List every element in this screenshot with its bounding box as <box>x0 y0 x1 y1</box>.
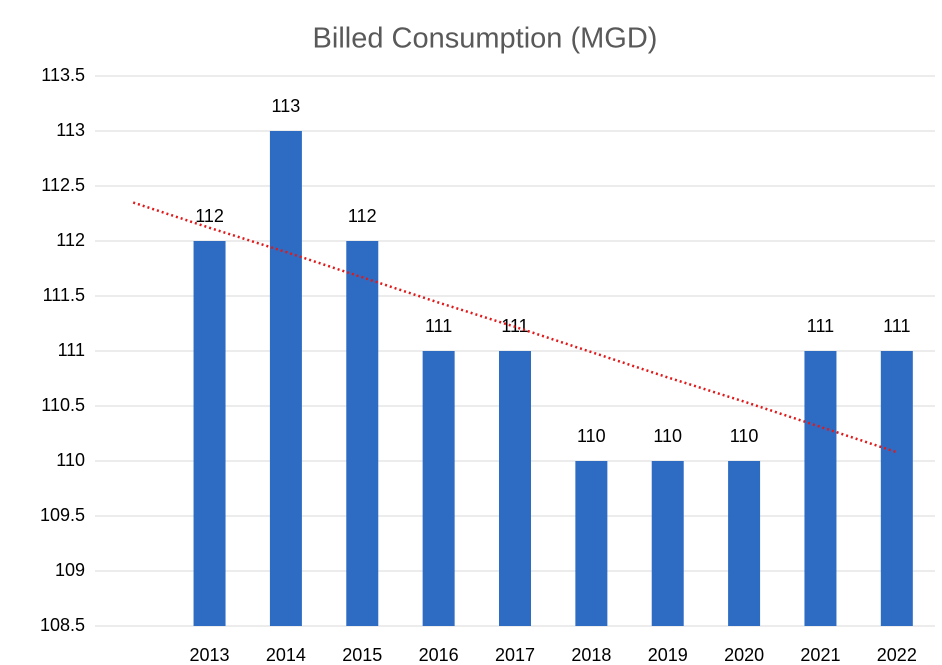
data-label: 113 <box>272 96 301 116</box>
data-label: 112 <box>195 206 224 226</box>
x-tick-label: 2016 <box>419 645 459 665</box>
x-tick-label: 2021 <box>800 645 840 665</box>
y-tick-label: 111 <box>58 340 85 360</box>
y-tick-label: 112 <box>56 230 85 250</box>
data-label: 111 <box>883 316 910 336</box>
x-tick-label: 2014 <box>266 645 306 665</box>
bar <box>575 461 608 626</box>
y-tick-label: 112.5 <box>41 175 85 195</box>
x-tick-label: 2013 <box>190 645 230 665</box>
bar <box>880 351 913 626</box>
bar <box>346 241 379 626</box>
data-label: 111 <box>425 316 452 336</box>
bar <box>193 241 226 626</box>
y-tick-label: 109 <box>55 560 85 580</box>
data-label: 111 <box>807 316 834 336</box>
x-tick-label: 2017 <box>495 645 535 665</box>
y-tick-label: 110 <box>56 450 85 470</box>
trendline <box>132 201 898 454</box>
y-tick-label: 110.5 <box>41 395 85 415</box>
bar <box>422 351 455 626</box>
data-label: 110 <box>730 426 759 446</box>
y-tick-label: 111.5 <box>43 285 85 305</box>
x-tick-label: 2022 <box>877 645 917 665</box>
bar <box>804 351 837 626</box>
y-tick-label: 109.5 <box>40 505 85 525</box>
y-tick-label: 113.5 <box>41 65 85 85</box>
bar <box>269 131 302 626</box>
y-tick-label: 113 <box>56 120 85 140</box>
bar <box>499 351 531 626</box>
bar <box>728 461 761 626</box>
x-tick-label: 2020 <box>724 645 764 665</box>
chart-title: Billed Consumption (MGD) <box>313 23 658 55</box>
y-tick-label: 108.5 <box>40 615 85 635</box>
x-tick-label: 2015 <box>342 645 382 665</box>
x-tick-label: 2019 <box>648 645 688 665</box>
data-label: 112 <box>348 206 377 226</box>
bar <box>651 461 684 626</box>
x-tick-label: 2018 <box>571 645 611 665</box>
data-label: 110 <box>653 426 682 446</box>
data-label: 110 <box>577 426 606 446</box>
